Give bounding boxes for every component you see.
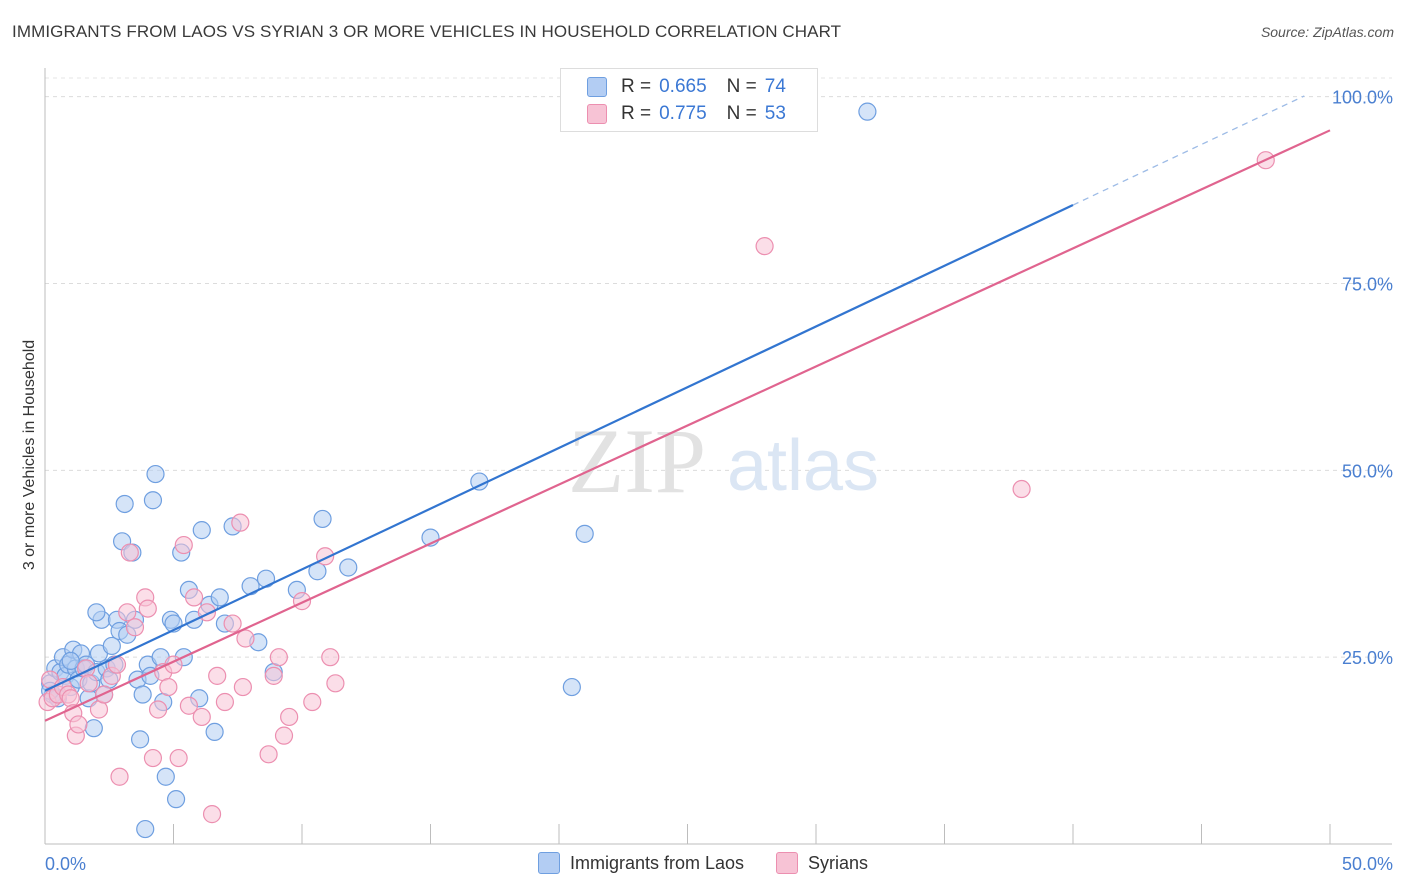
syrians-point [292,592,312,611]
laos-point [205,722,224,742]
syrians-point [1012,479,1031,499]
laos-legend-swatch [537,852,560,874]
syrians-point [259,745,278,764]
syrians-point [208,666,227,685]
syrians-trend-line [44,129,1331,722]
stats-row-laos: R = 0.665 N = 74 [587,74,786,100]
syrians-point [138,599,157,618]
chart-title: IMMIGRANTS FROM LAOS VS SYRIAN 3 OR MORE… [12,22,842,41]
syrians-legend-swatch [776,852,799,874]
r-label: R = [621,103,652,124]
syrians-point [280,707,299,727]
syrians-point [202,805,222,824]
laos-point [313,509,332,529]
laos-point [575,524,594,543]
legend-label-syrians: Syrians [808,852,869,873]
syrians-point [79,674,98,693]
laos-point [156,767,175,786]
laos-point [166,790,186,809]
gridlines [45,77,1392,658]
syrians-point [326,674,345,693]
y-tick-label: 100.0% [1332,88,1393,108]
y-tick-label: 75.0% [1342,275,1393,295]
syrians-point [61,689,80,708]
syrians-point [110,767,129,786]
watermark-zip: ZIP [568,410,706,512]
legend-label-laos: Immigrants from Laos [569,852,745,873]
syrians-point [179,696,199,715]
laos-point [130,730,150,749]
tick-labels: 25.0% 50.0% 75.0% 100.0% 0.0% 50.0% [45,88,1393,874]
laos-point [192,521,211,540]
watermark-atlas: atlas [727,426,879,506]
syrians-point [223,614,242,633]
laos-point [61,651,80,671]
syrians-point [236,629,255,648]
r-label: R = [621,76,652,97]
syrians-point [321,648,340,667]
laos-point [241,577,260,596]
laos-point [339,558,358,577]
laos-point [562,677,581,697]
syrians-point [184,588,204,607]
trend-lines [44,95,1331,722]
syrians-point [120,543,139,562]
x-tick-label: 0.0% [45,854,86,874]
y-tick-label: 50.0% [1342,461,1393,481]
syrians-swatch [587,104,607,124]
laos-point [146,464,165,484]
source-label: Source: ZipAtlas.com [1260,24,1394,40]
syrians-point [269,648,288,667]
stats-legend: R = 0.665 N = 74 R = 0.775 N = 53 [560,68,818,132]
syrians-point [215,692,234,712]
n-value: 74 [764,76,786,97]
syrians-point [274,726,294,745]
syrians-point [233,677,252,697]
syrians-point [755,237,774,256]
syrians-point [192,707,211,727]
x-tick-label: 50.0% [1342,854,1393,874]
y-tick-label: 25.0% [1342,648,1393,668]
laos-point [102,636,121,656]
laos-point [136,819,155,839]
syrians-point [118,603,137,622]
n-label: N = [726,76,757,97]
syrians-point [159,677,178,697]
syrians-point [143,748,163,768]
series-legend: Immigrants from Laos Syrians [0,852,1406,874]
legend-item-laos[interactable]: Immigrants from Laos [537,852,745,874]
laos-point [858,102,877,121]
syrians-point [69,715,88,734]
r-value: 0.775 [659,103,707,124]
syrians-point [303,692,322,712]
syrians-point [264,666,283,685]
syrians-point [169,748,188,768]
laos-swatch [587,77,607,97]
laos-point [115,494,134,514]
n-value: 53 [764,103,786,124]
legend-item-syrians[interactable]: Syrians [776,852,868,874]
axes [44,68,1392,845]
syrians-point [148,700,168,719]
laos-point [84,719,103,738]
laos-point [87,603,106,622]
stats-row-syrians: R = 0.775 N = 53 [587,101,786,127]
laos-point [210,588,229,607]
syrians-point [174,535,193,555]
r-value: 0.665 [659,76,707,97]
syrians-point [231,513,250,532]
laos-trend-line [44,204,1074,692]
syrians-point [125,618,145,637]
laos-point [143,491,163,510]
laos-trend-extension [1072,95,1305,206]
laos-point [133,685,152,704]
n-label: N = [726,103,757,124]
